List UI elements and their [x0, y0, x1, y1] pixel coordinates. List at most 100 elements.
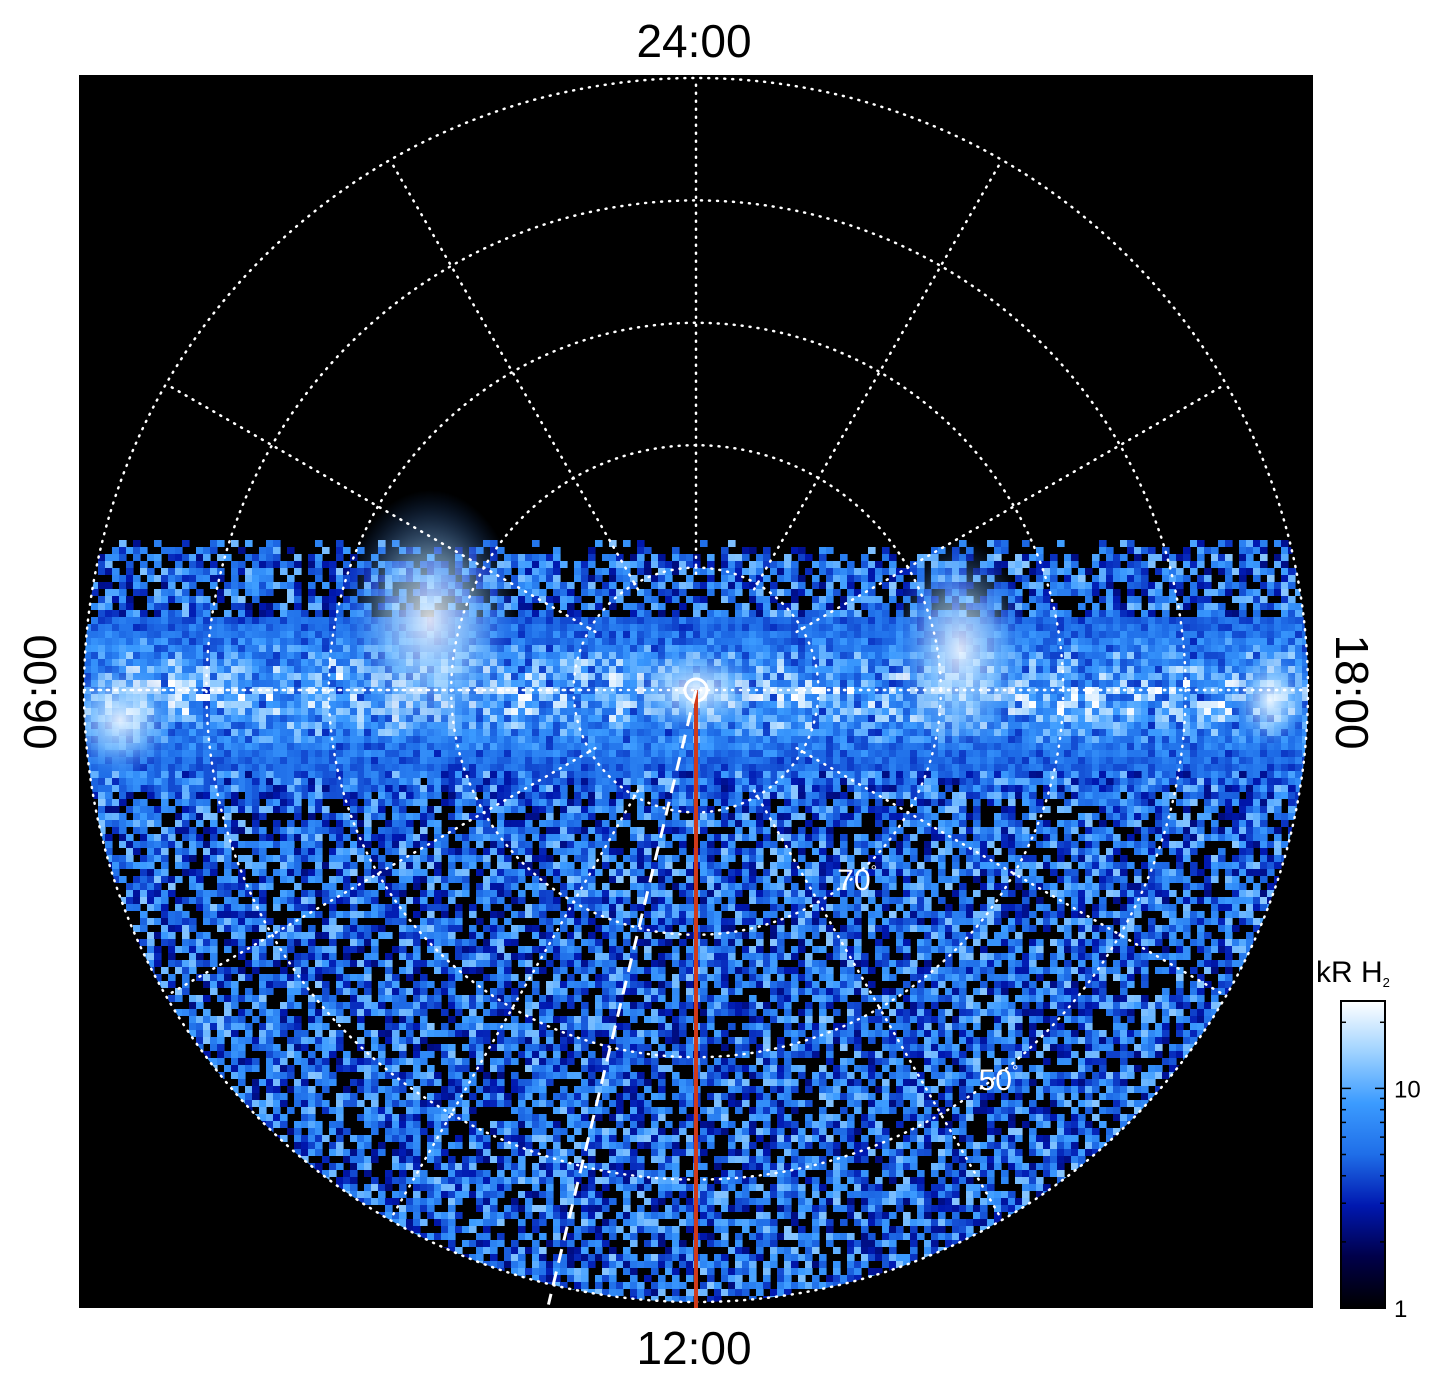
heatmap-cell: [1113, 575, 1121, 582]
heatmap-cell: [714, 582, 722, 589]
heatmap-cell: [532, 596, 540, 603]
heatmap-cell: [595, 575, 603, 582]
heatmap-cell: [889, 575, 897, 582]
heatmap-cell: [1127, 582, 1135, 589]
heatmap-cell: [553, 575, 561, 582]
heatmap-cell: [742, 610, 750, 617]
heatmap-cell: [1064, 589, 1072, 596]
heatmap-cell: [133, 582, 141, 589]
heatmap-cell: [168, 554, 176, 561]
heatmap-cell: [294, 554, 302, 561]
heatmap-cell: [308, 568, 316, 575]
heatmap-cell: [1057, 582, 1065, 589]
heatmap-cell: [1113, 554, 1121, 561]
heatmap-cell: [560, 603, 568, 610]
heatmap-cell: [735, 582, 743, 589]
heatmap-cell: [1043, 561, 1051, 568]
heatmap-cell: [735, 603, 743, 610]
heatmap-cell: [140, 568, 148, 575]
heatmap-cell: [1288, 596, 1296, 603]
heatmap-cell: [1253, 540, 1261, 547]
heatmap-cell: [196, 596, 204, 603]
heatmap-cell: [896, 575, 904, 582]
heatmap-cell: [1127, 540, 1135, 547]
heatmap-cell: [1218, 589, 1226, 596]
heatmap-cell: [623, 540, 631, 547]
heatmap-cell: [756, 596, 764, 603]
heatmap-cell: [224, 582, 232, 589]
heatmap-cell: [1225, 540, 1233, 547]
heatmap-cell: [539, 610, 547, 617]
heatmap-cell: [1176, 582, 1184, 589]
heatmap-cell: [112, 575, 120, 582]
heatmap-cell: [224, 589, 232, 596]
heatmap-cell: [154, 603, 162, 610]
heatmap-cell: [770, 561, 778, 568]
heatmap-cell: [889, 596, 897, 603]
heatmap-cell: [105, 589, 113, 596]
heatmap-cell: [854, 575, 862, 582]
heatmap-cell: [644, 596, 652, 603]
heatmap-cell: [308, 589, 316, 596]
heatmap-cell: [336, 554, 344, 561]
heatmap-cell: [182, 603, 190, 610]
heatmap-cell: [735, 575, 743, 582]
heatmap-cell: [1043, 568, 1051, 575]
heatmap-cell: [553, 568, 561, 575]
heatmap-cell: [329, 603, 337, 610]
heatmap-cell: [721, 582, 729, 589]
heatmap-cell: [630, 554, 638, 561]
heatmap-cell: [1246, 547, 1254, 554]
heatmap-cell: [245, 589, 253, 596]
heatmap-cell: [1015, 575, 1023, 582]
heatmap-cell: [1113, 603, 1121, 610]
heatmap-cell: [322, 582, 330, 589]
heatmap-cell: [308, 596, 316, 603]
heatmap-cell: [189, 561, 197, 568]
heatmap-cell: [273, 582, 281, 589]
heatmap-cell: [1267, 575, 1275, 582]
heatmap-cell: [721, 589, 729, 596]
heatmap-cell: [679, 603, 687, 610]
heatmap-cell: [588, 589, 596, 596]
heatmap-cell: [994, 547, 1002, 554]
heatmap-cell: [1029, 596, 1037, 603]
heatmap-cell: [553, 547, 561, 554]
heatmap-cell: [315, 603, 323, 610]
heatmap-cell: [518, 582, 526, 589]
heatmap-cell: [658, 568, 666, 575]
heatmap-cell: [126, 610, 134, 617]
heatmap-cell: [1036, 561, 1044, 568]
heatmap-cell: [1099, 540, 1107, 547]
heatmap-cell: [791, 561, 799, 568]
heatmap-cell: [672, 568, 680, 575]
heatmap-cell: [308, 582, 316, 589]
heatmap-cell: [168, 610, 176, 617]
heatmap-cell: [1092, 575, 1100, 582]
heatmap-cell: [651, 603, 659, 610]
heatmap-cell: [553, 554, 561, 561]
heatmap-cell: [105, 603, 113, 610]
heatmap-cell: [266, 568, 274, 575]
heatmap-cell: [154, 561, 162, 568]
heatmap-cell: [1099, 582, 1107, 589]
heatmap-cell: [707, 582, 715, 589]
heatmap-cell: [826, 568, 834, 575]
heatmap-cell: [1064, 568, 1072, 575]
heatmap-cell: [1127, 596, 1135, 603]
heatmap-cell: [532, 610, 540, 617]
heatmap-cell: [784, 554, 792, 561]
heatmap-cell: [1078, 603, 1086, 610]
heatmap-cell: [1078, 575, 1086, 582]
heatmap-cell: [315, 561, 323, 568]
heatmap-cell: [1078, 582, 1086, 589]
heatmap-cell: [1001, 547, 1009, 554]
heatmap-cell: [1092, 582, 1100, 589]
heatmap-cell: [644, 568, 652, 575]
heatmap-cell: [1120, 540, 1128, 547]
heatmap-cell: [532, 540, 540, 547]
heatmap-cell: [686, 582, 694, 589]
heatmap-cell: [756, 561, 764, 568]
heatmap-cell: [574, 575, 582, 582]
heatmap-cell: [644, 610, 652, 617]
